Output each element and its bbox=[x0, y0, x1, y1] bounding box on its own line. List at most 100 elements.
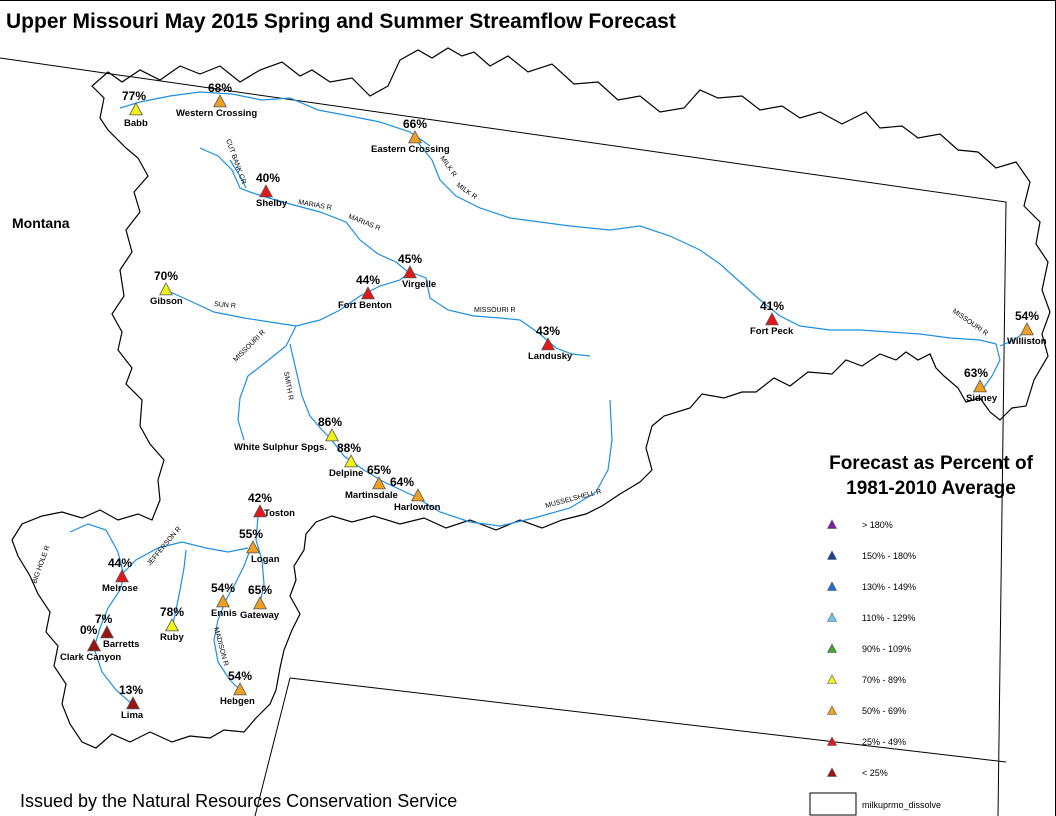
station-marker[interactable]: 54% Williston bbox=[1007, 309, 1047, 347]
station-triangle[interactable] bbox=[165, 618, 179, 632]
station-marker[interactable]: 64% Harlowton bbox=[390, 475, 441, 513]
station-percent: 0% bbox=[80, 623, 98, 637]
station-triangle[interactable] bbox=[325, 428, 339, 442]
station-marker[interactable]: 13% Lima bbox=[119, 683, 144, 721]
station-name: Gibson bbox=[150, 296, 183, 307]
station-triangle[interactable] bbox=[253, 596, 267, 610]
station-triangle[interactable] bbox=[765, 312, 779, 326]
legend-swatch bbox=[827, 643, 837, 653]
station-triangle[interactable] bbox=[100, 625, 114, 639]
station-marker[interactable]: 41% Fort Peck bbox=[750, 299, 794, 337]
station-percent: 43% bbox=[536, 324, 560, 338]
credit-text: Issued by the Natural Resources Conserva… bbox=[20, 791, 458, 811]
station-name: Sidney bbox=[966, 393, 998, 404]
missouri-main-stem bbox=[409, 271, 591, 357]
station-percent: 70% bbox=[154, 269, 178, 283]
station-triangle[interactable] bbox=[344, 454, 358, 468]
station-marker[interactable]: 77% Babb bbox=[122, 89, 148, 129]
jefferson-river bbox=[119, 541, 249, 577]
station-name: Clark Canyon bbox=[60, 652, 121, 663]
station-triangle[interactable] bbox=[246, 540, 260, 554]
river-label: MILK R bbox=[455, 182, 478, 201]
legend-label: 130% - 149% bbox=[862, 582, 916, 592]
station-marker[interactable]: 86% White Sulphur Spgs. bbox=[234, 415, 342, 453]
station-name: Landusky bbox=[528, 351, 573, 362]
station-triangle[interactable] bbox=[87, 638, 101, 652]
station-name: Fort Peck bbox=[750, 326, 794, 337]
station-marker[interactable]: 0% Clark Canyon bbox=[60, 623, 121, 663]
station-marker[interactable]: 42% Toston bbox=[248, 491, 295, 519]
madison-river bbox=[213, 549, 251, 691]
station-triangle[interactable] bbox=[213, 94, 227, 108]
station-marker[interactable]: 65% Gateway bbox=[240, 583, 280, 621]
station-marker[interactable]: 65% Martinsdale bbox=[345, 463, 398, 501]
station-marker[interactable]: 45% Virgelle bbox=[398, 252, 436, 290]
legend-label: > 180% bbox=[862, 520, 893, 530]
station-triangle[interactable] bbox=[253, 504, 267, 518]
map-title: Upper Missouri May 2015 Spring and Summe… bbox=[6, 10, 676, 33]
stations-layer: 77% Babb 68% Western Crossing 66% Eastern Cro… bbox=[60, 81, 1047, 721]
station-triangle[interactable] bbox=[126, 696, 140, 710]
river-label: MISSOURI R bbox=[951, 308, 989, 338]
station-marker[interactable]: 66% Eastern Crossing bbox=[371, 117, 450, 155]
station-marker[interactable]: 88% Delpine bbox=[329, 441, 363, 479]
station-triangle[interactable] bbox=[233, 682, 247, 696]
station-name: White Sulphur Spgs. bbox=[234, 442, 327, 453]
station-triangle[interactable] bbox=[259, 184, 273, 198]
station-name: Gateway bbox=[240, 610, 280, 621]
legend-layer: > 180% 150% - 180% 130% - 149% 110% - 129% 9… bbox=[827, 519, 916, 778]
station-marker[interactable]: 78% Ruby bbox=[160, 605, 184, 643]
station-marker[interactable]: 7% Barretts bbox=[95, 612, 139, 650]
station-percent: 63% bbox=[964, 366, 988, 380]
station-marker[interactable]: 43% Landusky bbox=[528, 324, 573, 362]
station-triangle[interactable] bbox=[115, 569, 129, 583]
river-label: BIG HOLE R bbox=[31, 545, 51, 585]
station-marker[interactable]: 44% Fort Benton bbox=[338, 273, 392, 311]
station-triangle[interactable] bbox=[216, 594, 230, 608]
gallatin-river bbox=[255, 515, 265, 605]
station-marker[interactable]: 63% Sidney bbox=[964, 366, 998, 404]
legend-boundary-label: milkuprmo_dissolve bbox=[862, 800, 941, 810]
smith-river bbox=[289, 343, 331, 439]
station-marker[interactable]: 55% Logan bbox=[239, 527, 280, 565]
legend-label: 150% - 180% bbox=[862, 551, 916, 561]
station-marker[interactable]: 70% Gibson bbox=[150, 269, 183, 307]
river-label: MISSOURI R bbox=[232, 329, 266, 363]
river-label: JEFFERSON R bbox=[146, 526, 183, 568]
station-triangle[interactable] bbox=[1020, 322, 1034, 336]
station-name: Delpine bbox=[329, 468, 363, 479]
milk-river bbox=[415, 139, 997, 345]
station-triangle[interactable] bbox=[361, 286, 375, 300]
legend-label: < 25% bbox=[862, 768, 888, 778]
station-percent: 55% bbox=[239, 527, 263, 541]
station-name: Barretts bbox=[103, 639, 139, 650]
station-name: Hebgen bbox=[220, 696, 255, 707]
station-triangle[interactable] bbox=[403, 265, 417, 279]
station-marker[interactable]: 68% Western Crossing bbox=[176, 81, 257, 119]
station-marker[interactable]: 40% Shelby bbox=[256, 171, 288, 209]
legend-item: 110% - 129% bbox=[827, 612, 915, 623]
station-percent: 7% bbox=[95, 612, 113, 626]
station-triangle[interactable] bbox=[159, 282, 173, 296]
station-triangle[interactable] bbox=[372, 476, 386, 490]
legend-item: < 25% bbox=[827, 767, 888, 778]
legend-item: 90% - 109% bbox=[827, 643, 911, 654]
station-percent: 13% bbox=[119, 683, 143, 697]
station-triangle[interactable] bbox=[541, 337, 555, 351]
station-name: Eastern Crossing bbox=[371, 144, 450, 155]
legend-item: 70% - 89% bbox=[827, 674, 906, 685]
station-percent: 42% bbox=[248, 491, 272, 505]
legend-label: 50% - 69% bbox=[862, 706, 906, 716]
station-triangle[interactable] bbox=[129, 102, 143, 116]
station-marker[interactable]: 54% Hebgen bbox=[220, 669, 255, 707]
station-triangle[interactable] bbox=[973, 379, 987, 393]
station-triangle[interactable] bbox=[411, 488, 425, 502]
station-marker[interactable]: 54% Ennis bbox=[211, 581, 237, 619]
station-triangle[interactable] bbox=[408, 130, 422, 144]
station-marker[interactable]: 44% Melrose bbox=[102, 556, 138, 594]
legend-title-line1: Forecast as Percent of bbox=[829, 453, 1033, 474]
station-name: Martinsdale bbox=[345, 490, 398, 501]
station-percent: 54% bbox=[1015, 309, 1039, 323]
station-percent: 68% bbox=[208, 81, 232, 95]
